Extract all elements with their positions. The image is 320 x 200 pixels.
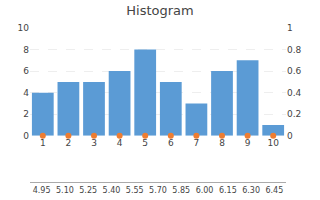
svg-text:9: 9 [245,138,251,148]
svg-text:0.2: 0.2 [287,109,301,119]
svg-text:8: 8 [23,45,29,55]
svg-text:8: 8 [219,138,225,148]
svg-text:5: 5 [142,138,148,148]
svg-text:1: 1 [287,23,293,33]
svg-text:6: 6 [168,138,174,148]
svg-text:Histogram: Histogram [126,3,193,18]
svg-text:5.55: 5.55 [126,186,144,195]
svg-text:4: 4 [117,138,123,148]
svg-text:2: 2 [23,109,29,119]
svg-text:0.4: 0.4 [287,88,302,98]
svg-text:6: 6 [23,66,29,76]
svg-text:5.40: 5.40 [103,186,121,195]
svg-text:5.10: 5.10 [56,186,74,195]
svg-text:6.15: 6.15 [219,186,237,195]
svg-text:3: 3 [91,138,97,148]
svg-text:10: 10 [18,23,30,33]
svg-text:5.70: 5.70 [149,186,167,195]
svg-text:6.30: 6.30 [242,186,260,195]
svg-text:4: 4 [23,88,29,98]
svg-text:5.85: 5.85 [172,186,190,195]
svg-text:2: 2 [66,138,72,148]
svg-text:7: 7 [194,138,200,148]
svg-text:10: 10 [267,138,279,148]
svg-text:6.45: 6.45 [265,186,283,195]
svg-text:0.6: 0.6 [287,66,302,76]
svg-text:0: 0 [287,131,293,141]
svg-text:4.95: 4.95 [33,186,51,195]
svg-text:5.25: 5.25 [79,186,97,195]
svg-text:0: 0 [23,131,29,141]
svg-text:6.00: 6.00 [196,186,214,195]
svg-text:1: 1 [40,138,46,148]
svg-text:0.8: 0.8 [287,45,302,55]
